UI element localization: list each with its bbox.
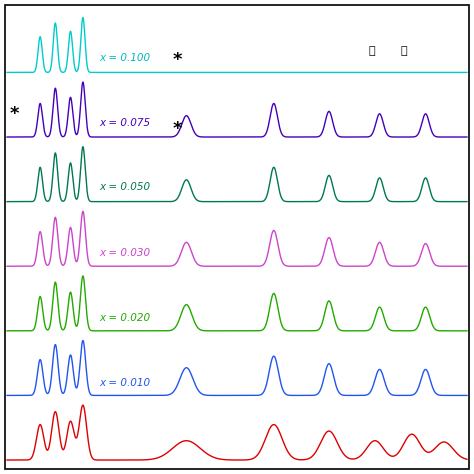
- Text: x = 0.075: x = 0.075: [99, 118, 150, 128]
- Text: x = 0.050: x = 0.050: [99, 182, 150, 192]
- Text: x = 0.020: x = 0.020: [99, 313, 150, 323]
- Text: *: *: [173, 51, 182, 69]
- Text: x = 0.010: x = 0.010: [99, 378, 150, 388]
- Text: *: *: [9, 105, 19, 123]
- Text: *: *: [173, 120, 182, 138]
- Text: x = 0.100: x = 0.100: [99, 53, 150, 63]
- Text: x = 0.030: x = 0.030: [99, 248, 150, 258]
- Text: Ⓝ: Ⓝ: [368, 46, 375, 56]
- Text: Ⓝ: Ⓝ: [400, 46, 407, 56]
